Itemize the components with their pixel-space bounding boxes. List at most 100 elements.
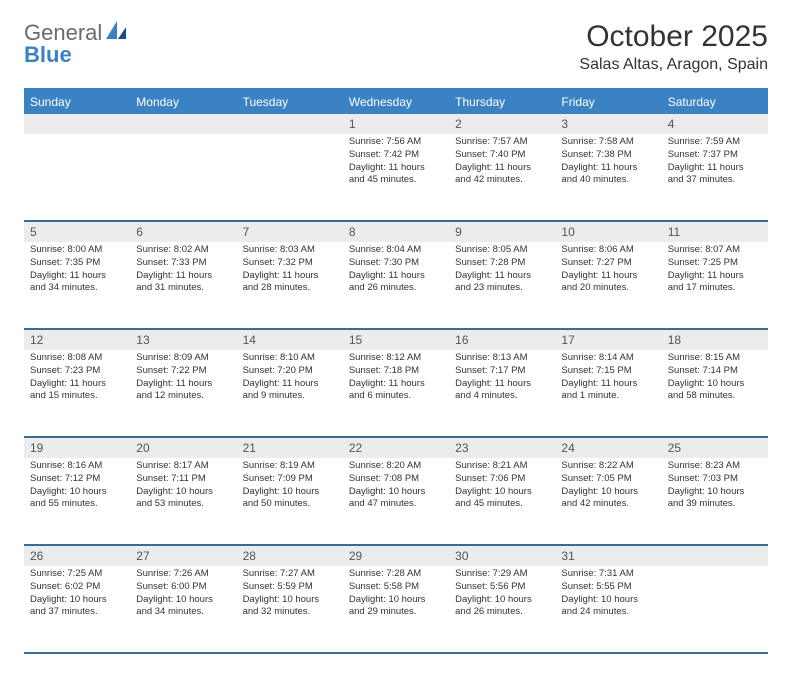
- calendar-cell: [130, 134, 236, 220]
- day-number: [24, 114, 130, 134]
- day-number: 17: [555, 330, 661, 350]
- sunrise-text: Sunrise: 7:25 AM: [30, 568, 124, 581]
- day-details: Sunrise: 8:21 AMSunset: 7:06 PMDaylight:…: [449, 458, 555, 515]
- day-number: 29: [343, 546, 449, 566]
- day-number: 3: [555, 114, 661, 134]
- day-number: 18: [662, 330, 768, 350]
- day-details: Sunrise: 7:26 AMSunset: 6:00 PMDaylight:…: [130, 566, 236, 623]
- day-details: Sunrise: 8:10 AMSunset: 7:20 PMDaylight:…: [237, 350, 343, 407]
- daylight-text: Daylight: 10 hours and 32 minutes.: [243, 594, 337, 620]
- calendar-cell: Sunrise: 8:15 AMSunset: 7:14 PMDaylight:…: [662, 350, 768, 436]
- daylight-text: Daylight: 10 hours and 37 minutes.: [30, 594, 124, 620]
- calendar-cell: Sunrise: 8:06 AMSunset: 7:27 PMDaylight:…: [555, 242, 661, 328]
- day-number: 22: [343, 438, 449, 458]
- calendar-cell: Sunrise: 7:58 AMSunset: 7:38 PMDaylight:…: [555, 134, 661, 220]
- day-number: 9: [449, 222, 555, 242]
- sunrise-text: Sunrise: 8:15 AM: [668, 352, 762, 365]
- sunset-text: Sunset: 7:37 PM: [668, 149, 762, 162]
- calendar-week: 567891011Sunrise: 8:00 AMSunset: 7:35 PM…: [24, 222, 768, 330]
- daylight-text: Daylight: 11 hours and 4 minutes.: [455, 378, 549, 404]
- day-number: 16: [449, 330, 555, 350]
- sunset-text: Sunset: 7:23 PM: [30, 365, 124, 378]
- sunset-text: Sunset: 7:20 PM: [243, 365, 337, 378]
- sunrise-text: Sunrise: 8:17 AM: [136, 460, 230, 473]
- daylight-text: Daylight: 10 hours and 45 minutes.: [455, 486, 549, 512]
- calendar-cell: Sunrise: 8:19 AMSunset: 7:09 PMDaylight:…: [237, 458, 343, 544]
- sunrise-text: Sunrise: 8:14 AM: [561, 352, 655, 365]
- weekday-tuesday: Tuesday: [237, 90, 343, 114]
- sunset-text: Sunset: 7:30 PM: [349, 257, 443, 270]
- calendar-cell: Sunrise: 7:26 AMSunset: 6:00 PMDaylight:…: [130, 566, 236, 652]
- sunset-text: Sunset: 7:42 PM: [349, 149, 443, 162]
- calendar-cell: Sunrise: 8:02 AMSunset: 7:33 PMDaylight:…: [130, 242, 236, 328]
- daylight-text: Daylight: 11 hours and 17 minutes.: [668, 270, 762, 296]
- calendar-cell: Sunrise: 7:27 AMSunset: 5:59 PMDaylight:…: [237, 566, 343, 652]
- sunrise-text: Sunrise: 7:26 AM: [136, 568, 230, 581]
- sunrise-text: Sunrise: 8:23 AM: [668, 460, 762, 473]
- sunrise-text: Sunrise: 7:27 AM: [243, 568, 337, 581]
- calendar-cell: Sunrise: 8:13 AMSunset: 7:17 PMDaylight:…: [449, 350, 555, 436]
- sunrise-text: Sunrise: 7:57 AM: [455, 136, 549, 149]
- weekday-saturday: Saturday: [662, 90, 768, 114]
- weekday-sunday: Sunday: [24, 90, 130, 114]
- daylight-text: Daylight: 10 hours and 24 minutes.: [561, 594, 655, 620]
- weekday-friday: Friday: [555, 90, 661, 114]
- day-details: Sunrise: 7:28 AMSunset: 5:58 PMDaylight:…: [343, 566, 449, 623]
- daylight-text: Daylight: 11 hours and 15 minutes.: [30, 378, 124, 404]
- sunset-text: Sunset: 6:02 PM: [30, 581, 124, 594]
- location-text: Salas Altas, Aragon, Spain: [579, 56, 768, 74]
- calendar-week: 1234Sunrise: 7:56 AMSunset: 7:42 PMDayli…: [24, 114, 768, 222]
- weekday-header-row: Sunday Monday Tuesday Wednesday Thursday…: [24, 90, 768, 114]
- day-details: Sunrise: 7:27 AMSunset: 5:59 PMDaylight:…: [237, 566, 343, 623]
- day-number: 30: [449, 546, 555, 566]
- sunrise-text: Sunrise: 7:29 AM: [455, 568, 549, 581]
- daylight-text: Daylight: 10 hours and 55 minutes.: [30, 486, 124, 512]
- sunrise-text: Sunrise: 7:28 AM: [349, 568, 443, 581]
- daynum-row: 567891011: [24, 222, 768, 242]
- calendar-cell: Sunrise: 8:16 AMSunset: 7:12 PMDaylight:…: [24, 458, 130, 544]
- daylight-text: Daylight: 11 hours and 31 minutes.: [136, 270, 230, 296]
- day-number: [237, 114, 343, 134]
- daylight-text: Daylight: 11 hours and 12 minutes.: [136, 378, 230, 404]
- calendar-cell: Sunrise: 8:20 AMSunset: 7:08 PMDaylight:…: [343, 458, 449, 544]
- calendar-cell: Sunrise: 8:23 AMSunset: 7:03 PMDaylight:…: [662, 458, 768, 544]
- daynum-row: 1234: [24, 114, 768, 134]
- month-title: October 2025: [579, 20, 768, 54]
- calendar-cell: [237, 134, 343, 220]
- day-number: 19: [24, 438, 130, 458]
- sunrise-text: Sunrise: 7:56 AM: [349, 136, 443, 149]
- week-details-row: Sunrise: 7:56 AMSunset: 7:42 PMDaylight:…: [24, 134, 768, 222]
- sunset-text: Sunset: 7:11 PM: [136, 473, 230, 486]
- sunrise-text: Sunrise: 7:31 AM: [561, 568, 655, 581]
- calendar-week: 19202122232425Sunrise: 8:16 AMSunset: 7:…: [24, 438, 768, 546]
- sunset-text: Sunset: 7:03 PM: [668, 473, 762, 486]
- day-details: Sunrise: 8:17 AMSunset: 7:11 PMDaylight:…: [130, 458, 236, 515]
- sunset-text: Sunset: 5:56 PM: [455, 581, 549, 594]
- day-details: Sunrise: 8:15 AMSunset: 7:14 PMDaylight:…: [662, 350, 768, 407]
- day-details: Sunrise: 8:19 AMSunset: 7:09 PMDaylight:…: [237, 458, 343, 515]
- day-details: Sunrise: 7:31 AMSunset: 5:55 PMDaylight:…: [555, 566, 661, 623]
- calendar-cell: Sunrise: 8:07 AMSunset: 7:25 PMDaylight:…: [662, 242, 768, 328]
- sunset-text: Sunset: 7:27 PM: [561, 257, 655, 270]
- day-details: Sunrise: 8:03 AMSunset: 7:32 PMDaylight:…: [237, 242, 343, 299]
- day-number: 31: [555, 546, 661, 566]
- calendar-page: General October 2025 Salas Altas, Aragon…: [0, 0, 792, 674]
- day-details: Sunrise: 7:25 AMSunset: 6:02 PMDaylight:…: [24, 566, 130, 623]
- daynum-row: 19202122232425: [24, 438, 768, 458]
- sunrise-text: Sunrise: 8:04 AM: [349, 244, 443, 257]
- daylight-text: Daylight: 11 hours and 26 minutes.: [349, 270, 443, 296]
- calendar-week: 12131415161718Sunrise: 8:08 AMSunset: 7:…: [24, 330, 768, 438]
- sunset-text: Sunset: 7:38 PM: [561, 149, 655, 162]
- daylight-text: Daylight: 11 hours and 6 minutes.: [349, 378, 443, 404]
- sunset-text: Sunset: 7:12 PM: [30, 473, 124, 486]
- day-details: Sunrise: 8:02 AMSunset: 7:33 PMDaylight:…: [130, 242, 236, 299]
- sunrise-text: Sunrise: 8:07 AM: [668, 244, 762, 257]
- day-number: 27: [130, 546, 236, 566]
- sunrise-text: Sunrise: 8:09 AM: [136, 352, 230, 365]
- sunrise-text: Sunrise: 8:12 AM: [349, 352, 443, 365]
- sunrise-text: Sunrise: 8:02 AM: [136, 244, 230, 257]
- calendar-cell: Sunrise: 8:22 AMSunset: 7:05 PMDaylight:…: [555, 458, 661, 544]
- daynum-row: 12131415161718: [24, 330, 768, 350]
- sunset-text: Sunset: 7:40 PM: [455, 149, 549, 162]
- day-number: 7: [237, 222, 343, 242]
